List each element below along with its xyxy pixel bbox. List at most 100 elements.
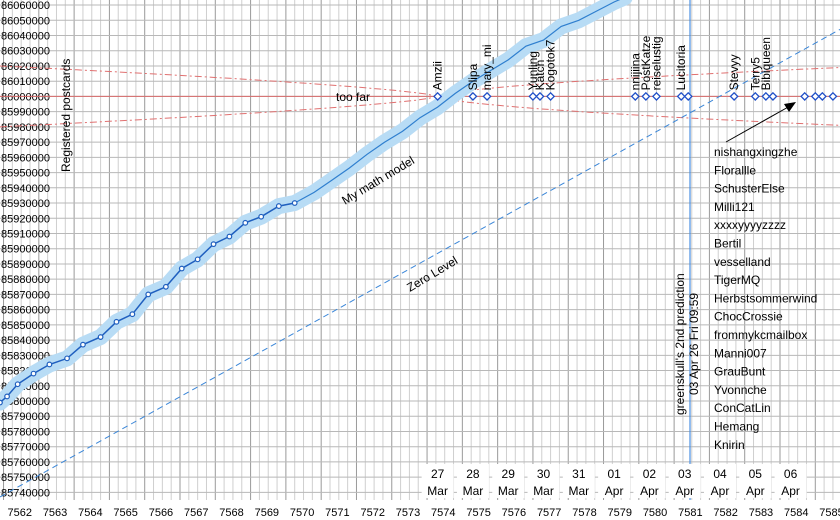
y-tick-label: 86050000 <box>1 15 50 27</box>
y-tick-label: 85960000 <box>1 152 50 164</box>
x-tick-label: 7580 <box>643 507 667 519</box>
date-label-bg <box>739 464 772 498</box>
too-far-envelope <box>0 65 438 97</box>
date-month: Apr <box>711 484 730 498</box>
guess-name: PostKatze <box>639 35 653 90</box>
late-guess-name: Knirin <box>714 438 745 452</box>
registered-point <box>258 213 265 220</box>
x-tick-label: 7562 <box>8 507 32 519</box>
guess-name: Lucitoria <box>674 45 688 91</box>
y-tick-label: 85980000 <box>1 122 50 134</box>
registered-point <box>129 311 136 318</box>
date-labels: 27 Mar 28 Mar 29 Mar 30 Mar 31 Mar 01 Apr 02 Apr 03 Apr… <box>421 464 807 498</box>
late-guess-name: Manni007 <box>714 346 767 360</box>
y-tick-label: 85840000 <box>1 335 50 347</box>
late-guess-name: SchusterElse <box>714 182 785 196</box>
x-tick-label: 7579 <box>608 507 632 519</box>
registered-point <box>210 241 217 248</box>
date-day: 27 <box>431 467 445 481</box>
registered-point <box>14 381 21 388</box>
guess-marker <box>750 91 760 101</box>
date-month: Apr <box>675 484 694 498</box>
x-tick-label: 7583 <box>749 507 773 519</box>
y-tick-label: 86000000 <box>1 91 50 103</box>
y-tick-label: 86040000 <box>1 31 50 43</box>
zero-level-line <box>0 28 840 498</box>
y-tick-label: 85850000 <box>1 320 50 332</box>
x-tick-label: 7582 <box>713 507 737 519</box>
guess-marker <box>828 91 838 101</box>
late-guess-name: xxxxyyyyzzzz <box>714 218 786 232</box>
series <box>0 0 840 500</box>
guess-marker <box>817 91 827 101</box>
registered-point <box>4 393 10 400</box>
registered-point <box>162 283 169 290</box>
prediction-label-2: 03 Apr 26 Fri 09:59 <box>687 293 701 395</box>
guess-name: mary_mi <box>480 44 494 90</box>
registered-point <box>97 334 104 340</box>
x-tick-label: 7565 <box>113 507 137 519</box>
date-label-bg <box>492 464 525 498</box>
guess-marker <box>482 91 492 101</box>
date-day: 01 <box>607 467 621 481</box>
date-label-bg <box>527 464 560 498</box>
registered-point <box>46 361 53 368</box>
registered-point <box>64 355 70 362</box>
late-guess-name: ConCatLin <box>714 401 771 415</box>
y-tick-label: 85780000 <box>1 426 50 438</box>
x-tick-label: 7567 <box>184 507 208 519</box>
x-tick-label: 7568 <box>219 507 243 519</box>
zero-level-label: Zero Level <box>404 253 460 294</box>
late-guess-name: GrauBunt <box>714 365 766 379</box>
guess-name: Stevyy <box>727 54 741 90</box>
y-tick-label: 85760000 <box>1 457 50 469</box>
y-tick-label: 85930000 <box>1 198 50 210</box>
x-tick-label: 7576 <box>502 507 526 519</box>
late-guess-name: ChocCrossie <box>714 310 783 324</box>
x-tick-label: 7566 <box>149 507 173 519</box>
guess-marker <box>630 91 640 101</box>
registered-point <box>291 200 298 206</box>
y-tick-label: 85830000 <box>1 350 50 362</box>
y-tick-label: 85870000 <box>1 289 50 301</box>
late-guess-name: frommykcmailbox <box>714 328 807 342</box>
x-tick-label: 7563 <box>43 507 67 519</box>
date-month: Apr <box>781 484 800 498</box>
guess-name: Kogotok7 <box>544 39 558 90</box>
model-line <box>294 0 621 204</box>
y-tick-label: 85890000 <box>1 259 50 271</box>
date-label-bg <box>421 464 454 498</box>
date-label-bg <box>598 464 631 498</box>
y-tick-label: 86010000 <box>1 76 50 88</box>
too-far-envelope <box>0 95 438 128</box>
y-tick-label: 85750000 <box>1 472 50 484</box>
late-guess-arrow <box>725 105 791 143</box>
registered-point <box>113 318 120 325</box>
late-guess-name: TigerMQ <box>714 273 760 287</box>
registered-point <box>178 265 185 272</box>
x-tick-label: 7570 <box>290 507 314 519</box>
guess-marker <box>729 91 739 101</box>
guess-marker <box>468 91 478 101</box>
x-tick-label: 7572 <box>360 507 384 519</box>
late-guess-name: nishangxingzhe <box>714 145 798 159</box>
date-day: 28 <box>466 467 480 481</box>
y-tick-label: 85910000 <box>1 228 50 240</box>
guess-marker <box>810 91 820 101</box>
guess-marker <box>800 91 810 101</box>
late-guess-name: Bertil <box>714 237 741 251</box>
y-tick-label: 85790000 <box>1 411 50 423</box>
date-month: Mar <box>463 484 484 498</box>
guess-marker <box>641 91 651 101</box>
late-guess-name: Hemang <box>714 420 759 434</box>
y-tick-label: 85940000 <box>1 183 50 195</box>
guess-name: Amzii <box>431 61 445 90</box>
x-tick-label: 7564 <box>78 507 102 519</box>
date-day: 03 <box>678 467 692 481</box>
registered-point <box>30 370 37 377</box>
date-month: Apr <box>746 484 765 498</box>
date-day: 04 <box>713 467 727 481</box>
registered-point <box>242 219 249 226</box>
guess-name: Katch <box>533 60 547 91</box>
